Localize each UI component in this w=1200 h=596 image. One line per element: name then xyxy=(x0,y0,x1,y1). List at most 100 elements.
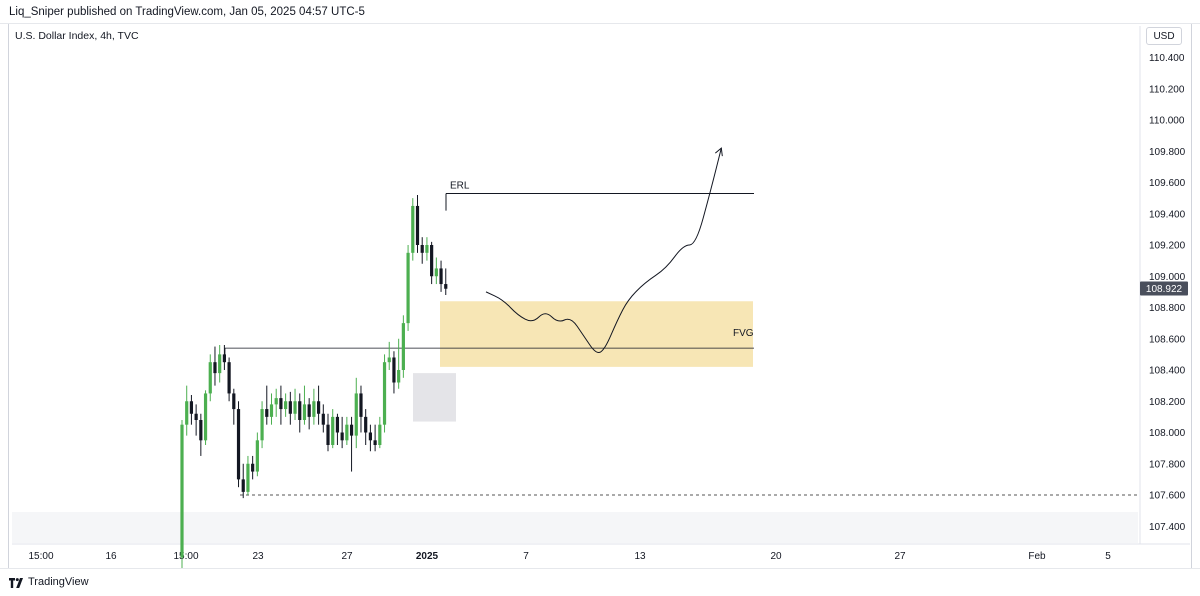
x-tick-label: 23 xyxy=(252,551,264,562)
x-tick-label: 13 xyxy=(634,551,646,562)
candle-body xyxy=(434,268,438,277)
candle-body xyxy=(227,362,231,394)
x-tick-label: 5 xyxy=(1105,551,1111,562)
candle-body xyxy=(364,416,368,433)
candle-body xyxy=(265,409,269,417)
candle-body xyxy=(397,370,401,383)
y-tick-label: 108.600 xyxy=(1149,334,1186,345)
candle-body xyxy=(260,409,264,441)
candle-body xyxy=(312,401,316,417)
candle-body xyxy=(251,463,255,472)
candle-body xyxy=(279,398,283,410)
candle-body xyxy=(284,401,288,410)
candle-body xyxy=(392,357,396,383)
y-tick-label: 107.600 xyxy=(1149,491,1186,502)
candle-body xyxy=(425,245,429,253)
candle-body xyxy=(274,398,278,405)
candle-body xyxy=(340,432,344,441)
candle-body xyxy=(368,432,372,441)
candle-body xyxy=(180,424,184,558)
candle-body xyxy=(232,393,236,410)
candle-body xyxy=(373,440,377,445)
candle-body xyxy=(354,393,358,436)
candle-body xyxy=(331,416,335,445)
candle-body xyxy=(401,323,405,370)
candle-body xyxy=(189,401,194,414)
x-tick-label: 15:00 xyxy=(173,551,198,562)
candle-body xyxy=(236,409,241,480)
candle-body xyxy=(307,404,311,417)
y-tick-label: 109.800 xyxy=(1149,147,1186,158)
candle-body xyxy=(255,440,259,472)
candle-body xyxy=(378,424,382,445)
published-text: Liq_Sniper published on TradingView.com,… xyxy=(9,6,365,18)
footer: TradingView xyxy=(0,568,1200,596)
candle-body xyxy=(411,205,415,253)
candle-body xyxy=(199,420,203,441)
candle-body xyxy=(439,268,443,285)
tradingview-logo-icon xyxy=(9,578,23,588)
y-tick-label: 109.400 xyxy=(1149,209,1186,220)
x-tick-label: 27 xyxy=(341,551,353,562)
candle-body xyxy=(349,424,354,436)
candle-body xyxy=(288,401,292,414)
candle-body xyxy=(298,401,302,420)
candlestick-chart[interactable]: 110.400 110.200 110.000 109.800 109.600 109.4… xyxy=(0,0,1200,568)
y-tick-label: 110.200 xyxy=(1149,84,1185,95)
candle-body xyxy=(415,205,420,245)
y-tick-label: 109.000 xyxy=(1149,272,1186,283)
y-tick-label: 108.400 xyxy=(1149,366,1186,377)
x-tick-label: 20 xyxy=(770,551,782,562)
x-tick-label: 7 xyxy=(523,551,529,562)
y-tick-label: 108.200 xyxy=(1149,397,1186,408)
erl-label: ERL xyxy=(450,180,470,191)
candle-body xyxy=(382,362,387,425)
candle-body xyxy=(218,354,222,374)
fvg-zone xyxy=(440,301,753,367)
candle-body xyxy=(208,362,212,394)
candle-body xyxy=(246,463,250,492)
candle-body xyxy=(293,401,297,414)
candle-body xyxy=(302,404,307,420)
candle-body xyxy=(406,252,410,324)
x-tick-label: 15:00 xyxy=(28,551,53,562)
symbol-title[interactable]: U.S. Dollar Index, 4h, TVC xyxy=(15,30,139,42)
y-tick-label: 110.000 xyxy=(1149,116,1185,127)
consolidation-zone xyxy=(413,373,456,422)
y-tick-label: 110.400 xyxy=(1149,53,1185,64)
y-tick-label: 109.200 xyxy=(1149,241,1186,252)
y-tick-label: 107.800 xyxy=(1149,459,1186,470)
candle-body xyxy=(321,413,325,425)
candle-body xyxy=(213,362,217,374)
candle-body xyxy=(326,424,330,445)
y-tick-label: 108.800 xyxy=(1149,303,1186,314)
x-tick-label: 27 xyxy=(894,551,906,562)
candle-body xyxy=(335,416,340,433)
candle-body xyxy=(194,413,198,420)
candle-body xyxy=(420,245,424,253)
x-tick-label: 16 xyxy=(105,551,117,562)
candle-body xyxy=(444,284,448,289)
candle-body xyxy=(241,479,245,492)
last-price-label: 108.922 xyxy=(1146,284,1183,295)
tradingview-brand[interactable]: TradingView xyxy=(28,576,89,588)
currency-button[interactable]: USD xyxy=(1146,27,1182,45)
y-tick-label: 107.400 xyxy=(1149,522,1186,533)
y-tick-label: 108.000 xyxy=(1149,428,1186,439)
candle-body xyxy=(345,424,349,441)
last-price-badge xyxy=(1140,281,1188,296)
x-tick-label: Feb xyxy=(1028,551,1046,562)
volume-band xyxy=(12,512,1138,543)
publisher-header: Liq_Sniper published on TradingView.com,… xyxy=(0,0,1200,24)
chart-frame xyxy=(8,24,1192,568)
candle-body xyxy=(203,393,208,441)
candle-body xyxy=(387,357,391,363)
x-tick-label: 2025 xyxy=(416,551,439,562)
candle-body xyxy=(269,404,274,417)
fvg-label: FVG xyxy=(733,328,754,339)
candle-body xyxy=(430,245,434,277)
candle-body xyxy=(316,401,321,414)
projection-arrowhead xyxy=(714,147,723,157)
y-tick-label: 109.600 xyxy=(1149,178,1186,189)
candle-body xyxy=(222,354,226,363)
